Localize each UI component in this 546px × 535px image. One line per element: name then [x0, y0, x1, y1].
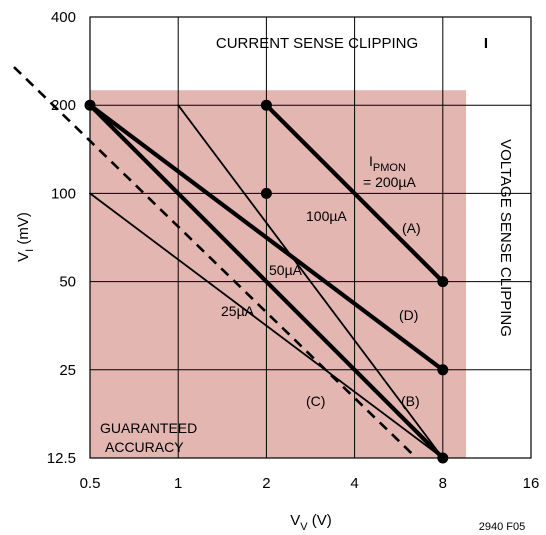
- y-axis-label-sub: I: [24, 249, 36, 252]
- data-point: [260, 99, 272, 111]
- data-point: [437, 452, 449, 464]
- plot-frame: [89, 16, 532, 459]
- data-point: [260, 187, 272, 199]
- series-b-label: (B): [401, 393, 420, 409]
- voltage-sense-clipping-label: VOLTAGE SENSE CLIPPING: [497, 139, 514, 337]
- series-line-unlabeled: [89, 192, 444, 459]
- x-axis-label-sub: V: [300, 521, 308, 533]
- x-tick-label: 4: [350, 475, 358, 492]
- y-tick-label: 50: [59, 274, 76, 291]
- guaranteed-accuracy-boundary: [13, 66, 418, 459]
- series-line-c: [177, 104, 444, 459]
- x-axis-label-unit: (V): [308, 512, 332, 529]
- y-axis-label-unit: (mV): [15, 212, 32, 249]
- ipmon-label: IPMON: [369, 153, 406, 174]
- series-d-label: (D): [399, 307, 418, 323]
- x-axis-label: VV (V): [290, 512, 332, 533]
- x-tick-label: 1: [174, 475, 182, 492]
- figure-id: 2940 F05: [479, 521, 525, 533]
- series-c-label: (C): [306, 393, 325, 409]
- guaranteed-accuracy-line2: ACCURACY: [105, 439, 184, 455]
- y-tick-label: 100: [51, 185, 76, 202]
- x-tick-labels: 0.5 1 2 4 8 16: [80, 475, 540, 492]
- x-tick-label: 8: [439, 475, 447, 492]
- y-axis-label-main: V: [15, 252, 32, 262]
- x-tick-label: 16: [523, 475, 540, 492]
- y-axis-label: VI (mV): [15, 212, 36, 262]
- ipmon-value-label: = 200µA: [363, 174, 416, 190]
- data-points: [84, 99, 449, 464]
- y-tick-label: 400: [51, 9, 76, 26]
- data-point: [84, 99, 96, 111]
- y-tick-label: 200: [51, 97, 76, 114]
- series-a-label: (A): [402, 220, 421, 236]
- series-line-a: [264, 103, 445, 284]
- ipmon-main: I: [369, 153, 373, 169]
- label-50ua: 50µA: [269, 262, 303, 278]
- label-100ua: 100µA: [306, 208, 347, 224]
- y-tick-label: 25: [59, 362, 76, 379]
- data-point: [437, 364, 449, 376]
- guaranteed-accuracy-line1: GUARANTEED: [100, 420, 197, 436]
- ipmon-subscript: PMON: [373, 162, 406, 174]
- series-line-d: [87, 103, 445, 372]
- x-tick-label: 0.5: [80, 475, 101, 492]
- x-tick-label: 2: [262, 475, 270, 492]
- label-25ua: 25µA: [221, 303, 255, 319]
- y-tick-labels: 12.5 25 50 100 200 400: [47, 9, 76, 467]
- current-sense-clipping-label: CURRENT SENSE CLIPPING: [216, 35, 418, 52]
- panel-label: I: [484, 35, 488, 52]
- series-line-b: [87, 103, 445, 461]
- x-axis-label-main: V: [290, 512, 300, 529]
- data-point: [437, 276, 449, 288]
- y-tick-label: 12.5: [47, 450, 76, 467]
- series-lines: [87, 103, 445, 461]
